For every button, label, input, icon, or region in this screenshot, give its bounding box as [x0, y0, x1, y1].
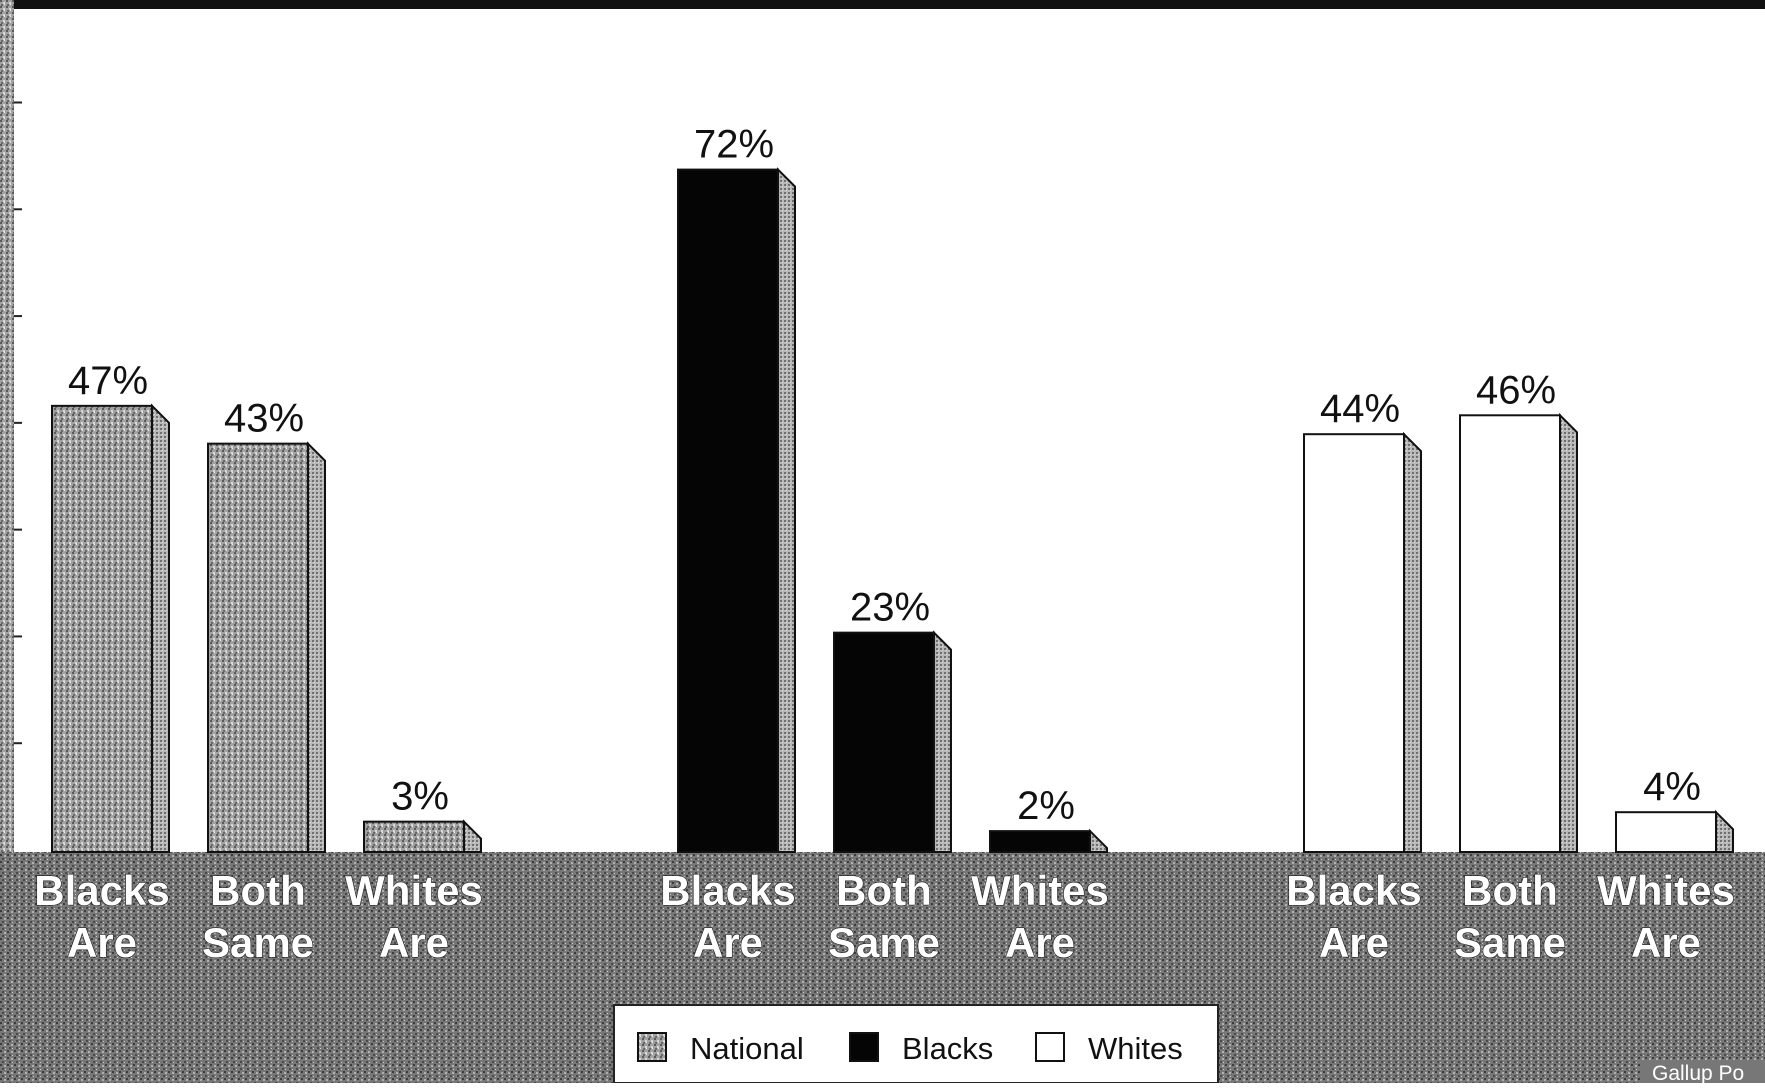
value-label-blacks-both-same: 23% [850, 586, 930, 630]
category-label-national-both-same-1: Same [202, 919, 314, 966]
category-label-national-both-same-0: Both [210, 867, 306, 914]
bar-front [207, 442, 309, 853]
category-label-whites-blacks-are-0: Blacks [1286, 867, 1421, 914]
category-label-national-blacks-are-0: Blacks [34, 867, 169, 914]
legend-label-national: National [690, 1031, 804, 1066]
top-border [0, 0, 1765, 9]
category-label-national-blacks-are-1: Are [67, 919, 137, 966]
source-note-bg [1640, 1060, 1765, 1083]
value-label-whites-blacks-are: 44% [1320, 387, 1400, 431]
value-label-whites-whites-are: 4% [1643, 765, 1701, 809]
bar-blacks-both-same [833, 630, 952, 854]
bar-whites-blacks-are [1303, 431, 1422, 853]
bar-blacks-whites-are [989, 828, 1108, 853]
bars-layer [51, 167, 1734, 854]
legend-label-blacks: Blacks [902, 1031, 993, 1066]
category-label-blacks-both-same-1: Same [828, 919, 940, 966]
category-label-whites-whites-are-1: Are [1631, 919, 1701, 966]
bar-side [307, 441, 326, 853]
category-label-blacks-whites-are-0: Whites [971, 867, 1109, 914]
bar-side [777, 167, 796, 853]
legend: National Blacks Whites [613, 1004, 1219, 1084]
value-label-blacks-whites-are: 2% [1017, 784, 1075, 828]
bar-national-blacks-are [51, 403, 170, 853]
category-label-national-whites-are-0: Whites [345, 867, 483, 914]
category-label-blacks-both-same-0: Both [836, 867, 932, 914]
legend-box [613, 1004, 1219, 1084]
left-border [0, 0, 14, 852]
legend-swatch-blacks [849, 1032, 879, 1062]
category-label-whites-both-same-0: Both [1462, 867, 1558, 914]
category-label-whites-whites-are-0: Whites [1597, 867, 1735, 914]
bar-front [989, 830, 1091, 853]
bar-front [1459, 414, 1561, 853]
category-label-blacks-blacks-are-0: Blacks [660, 867, 795, 914]
bar-front [1303, 433, 1405, 853]
value-label-national-both-same: 43% [224, 397, 304, 441]
bar-whites-both-same [1459, 412, 1578, 853]
category-label-whites-both-same-1: Same [1454, 919, 1566, 966]
value-label-national-blacks-are: 47% [68, 359, 148, 403]
bar-national-whites-are [363, 819, 482, 854]
legend-label-whites: Whites [1088, 1031, 1183, 1066]
category-label-blacks-whites-are-1: Are [1005, 919, 1075, 966]
bar-whites-whites-are [1615, 809, 1734, 854]
bar-side [1403, 431, 1422, 853]
bar-front [51, 404, 153, 853]
bar-side [1559, 412, 1578, 853]
value-label-blacks-blacks-are: 72% [694, 123, 774, 167]
bar-front [833, 631, 935, 854]
bar-blacks-blacks-are [677, 167, 796, 854]
value-label-whites-both-same: 46% [1476, 368, 1556, 412]
bar-front [363, 820, 465, 854]
value-label-national-whites-are: 3% [391, 775, 449, 819]
bar-front [677, 168, 779, 854]
category-labels-layer: Blacks Are Both Same Whites Are Blacks Are Both S… [34, 866, 1736, 966]
category-label-national-whites-are-1: Are [379, 919, 449, 966]
bar-side [933, 630, 952, 853]
bar-national-both-same [207, 441, 326, 853]
source-note: Gallup Po [1652, 1062, 1744, 1083]
bar-front [1615, 811, 1717, 854]
left-axis-ticks [14, 101, 22, 745]
category-label-blacks-blacks-are-1: Are [693, 919, 763, 966]
value-labels-layer: 47% 43% 3% 72% 23% 2% 44% 46% 4% [68, 123, 1701, 828]
legend-swatch-national [637, 1032, 667, 1062]
bar-side [151, 403, 170, 853]
category-label-whites-blacks-are-1: Are [1319, 919, 1389, 966]
legend-swatch-whites [1035, 1032, 1065, 1062]
